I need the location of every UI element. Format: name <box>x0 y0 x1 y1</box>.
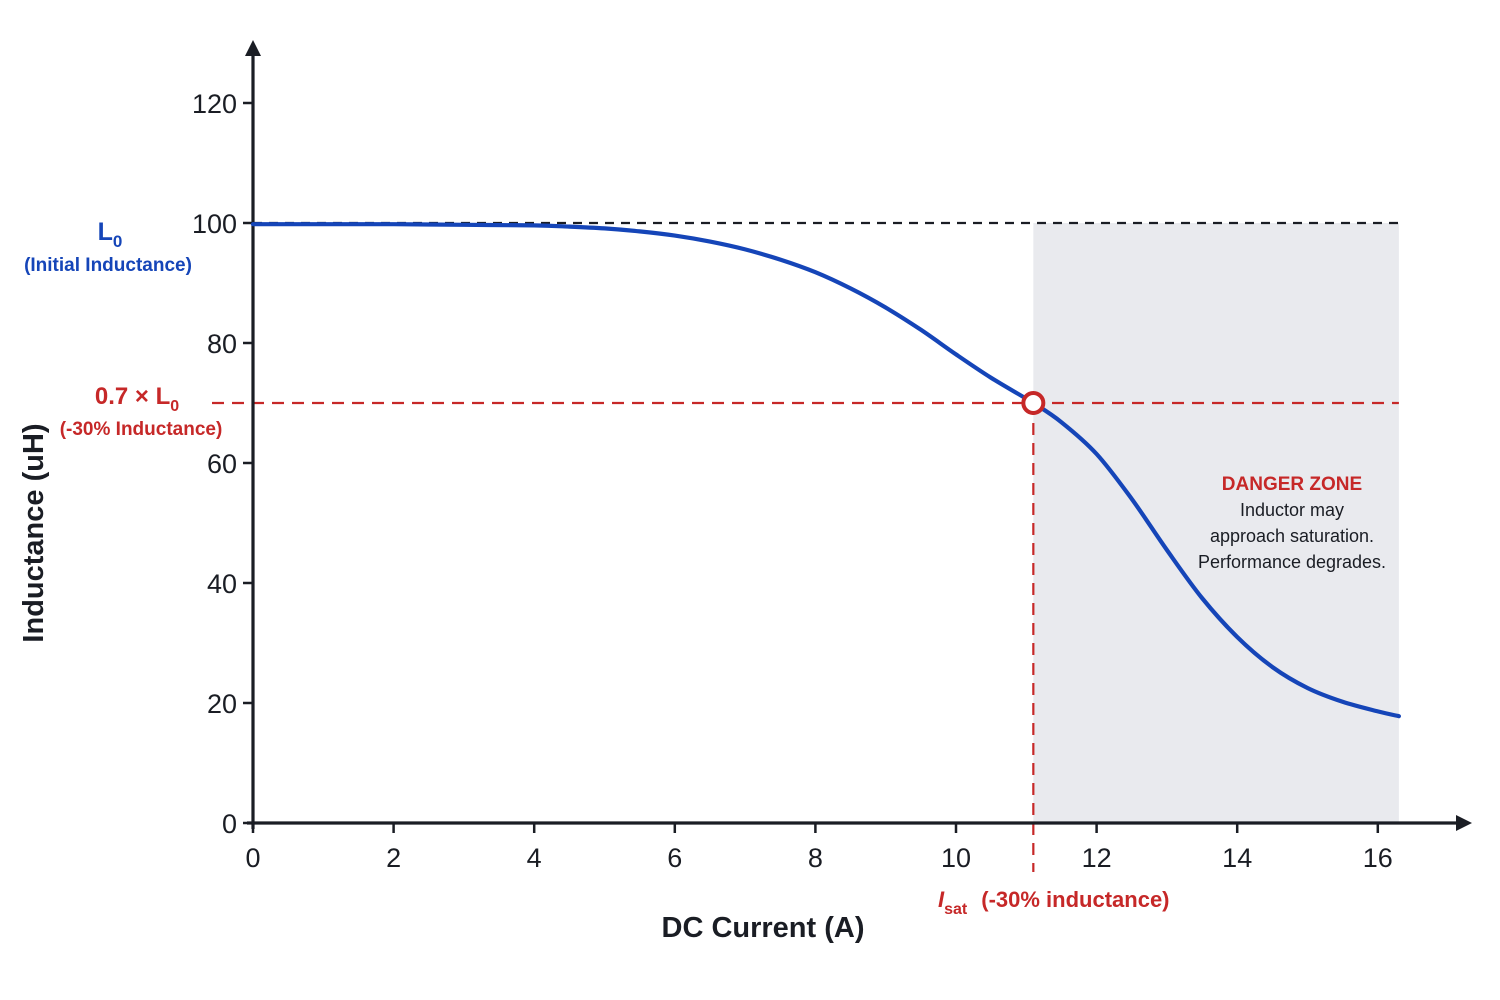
x-tick-label: 16 <box>1363 843 1393 873</box>
danger-zone-line: Performance degrades. <box>1198 552 1386 572</box>
danger-zone-line: approach saturation. <box>1210 526 1374 546</box>
threshold-prefix: 0.7 × L <box>95 383 170 410</box>
y-tick-label: 100 <box>192 209 237 239</box>
danger-zone-region <box>1033 223 1399 823</box>
y-tick-label: 40 <box>207 569 237 599</box>
l0-caption: (Initial Inductance) <box>24 255 192 276</box>
y-tick-label: 120 <box>192 89 237 119</box>
threshold-caption: (-30% Inductance) <box>60 419 223 440</box>
x-tick-label: 0 <box>245 843 260 873</box>
l0-subscript: 0 <box>113 232 122 251</box>
danger-zone-title: DANGER ZONE <box>1222 474 1362 495</box>
isat-label: Isat (-30% inductance) <box>938 887 1170 918</box>
y-axis-title: Inductance (uH) <box>18 423 50 642</box>
x-tick-label: 2 <box>386 843 401 873</box>
isat-caption: (-30% inductance) <box>981 887 1169 912</box>
x-axis-title: DC Current (A) <box>662 912 865 944</box>
x-tick-label: 12 <box>1082 843 1112 873</box>
inductance-curve <box>250 222 1401 719</box>
x-tick-label: 6 <box>667 843 682 873</box>
y-tick-label: 60 <box>207 449 237 479</box>
x-tick-label: 4 <box>527 843 542 873</box>
x-tick-label: 14 <box>1222 843 1252 873</box>
x-tick-label: 10 <box>941 843 971 873</box>
l0-label: L0 <box>98 218 123 251</box>
isat-symbol: I <box>938 887 945 912</box>
x-tick-label: 8 <box>808 843 823 873</box>
saturation-point-marker <box>1021 391 1046 415</box>
y-tick-label: 0 <box>222 809 237 839</box>
y-tick-label: 80 <box>207 329 237 359</box>
threshold-subscript: 0 <box>170 398 179 415</box>
y-tick-label: 20 <box>207 689 237 719</box>
l0-symbol: L <box>98 218 113 246</box>
threshold-label: 0.7 × L0 <box>95 383 179 415</box>
isat-subscript: sat <box>944 901 968 918</box>
danger-zone-line: Inductor may <box>1240 500 1344 520</box>
